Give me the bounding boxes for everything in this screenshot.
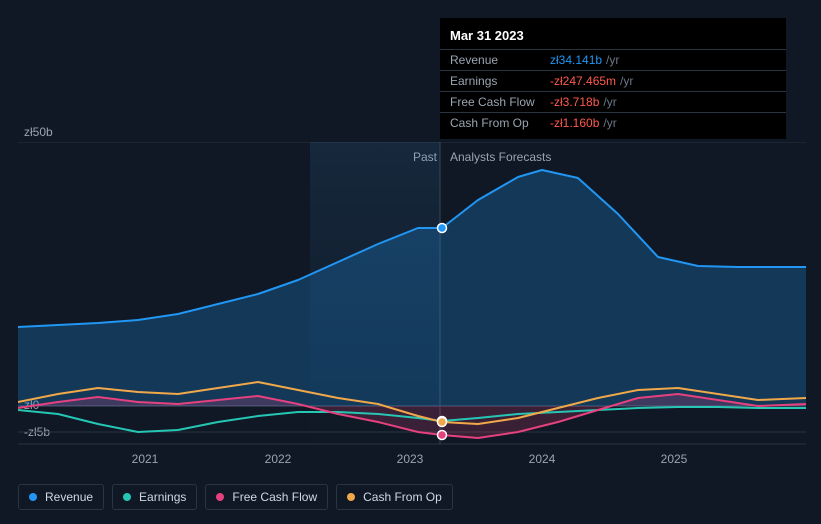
tooltip-row: Free Cash Flow-zł3.718b/yr bbox=[440, 91, 786, 112]
legend-item[interactable]: Earnings bbox=[112, 484, 197, 510]
tooltip-value: zł34.141b bbox=[550, 53, 602, 67]
legend-item[interactable]: Free Cash Flow bbox=[205, 484, 328, 510]
chart-legend: Revenue Earnings Free Cash Flow Cash From O… bbox=[18, 484, 453, 510]
tooltip-label: Earnings bbox=[450, 74, 550, 88]
tooltip-date: Mar 31 2023 bbox=[440, 24, 786, 49]
legend-dot-icon bbox=[347, 493, 355, 501]
x-axis-label: 2024 bbox=[529, 452, 556, 466]
tooltip-row: Earnings-zł247.465m/yr bbox=[440, 70, 786, 91]
tooltip-value: -zł3.718b bbox=[550, 95, 599, 109]
legend-dot-icon bbox=[216, 493, 224, 501]
tooltip-value: -zł1.160b bbox=[550, 116, 599, 130]
legend-label: Revenue bbox=[45, 490, 93, 504]
tooltip-label: Revenue bbox=[450, 53, 550, 67]
tooltip-unit: /yr bbox=[603, 116, 616, 130]
tooltip-unit: /yr bbox=[606, 53, 619, 67]
legend-label: Cash From Op bbox=[363, 490, 442, 504]
tooltip-row: Cash From Op-zł1.160b/yr bbox=[440, 112, 786, 133]
tooltip-unit: /yr bbox=[603, 95, 616, 109]
financial-chart: Mar 31 2023 Revenuezł34.141b/yrEarnings-… bbox=[0, 0, 821, 524]
legend-dot-icon bbox=[29, 493, 37, 501]
x-axis-label: 2025 bbox=[661, 452, 688, 466]
tooltip-row: Revenuezł34.141b/yr bbox=[440, 49, 786, 70]
x-axis-label: 2021 bbox=[132, 452, 159, 466]
tooltip-label: Free Cash Flow bbox=[450, 95, 550, 109]
x-axis-label: 2022 bbox=[265, 452, 292, 466]
legend-dot-icon bbox=[123, 493, 131, 501]
x-axis-label: 2023 bbox=[397, 452, 424, 466]
legend-item[interactable]: Cash From Op bbox=[336, 484, 453, 510]
tooltip-label: Cash From Op bbox=[450, 116, 550, 130]
legend-item[interactable]: Revenue bbox=[18, 484, 104, 510]
chart-tooltip: Mar 31 2023 Revenuezł34.141b/yrEarnings-… bbox=[440, 18, 786, 139]
y-axis-label: zł50b bbox=[24, 125, 53, 139]
tooltip-value: -zł247.465m bbox=[550, 74, 616, 88]
plot-area[interactable] bbox=[18, 142, 806, 450]
legend-label: Free Cash Flow bbox=[232, 490, 317, 504]
legend-label: Earnings bbox=[139, 490, 186, 504]
tooltip-unit: /yr bbox=[620, 74, 633, 88]
